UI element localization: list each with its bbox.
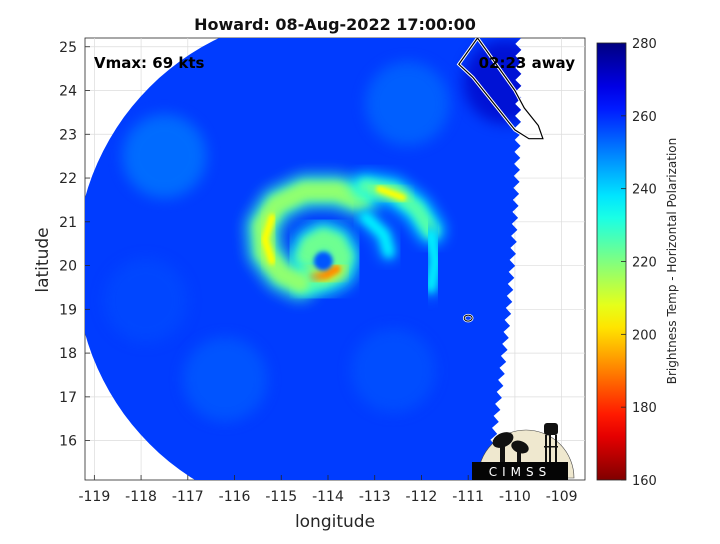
water-tower-icon bbox=[544, 423, 558, 462]
colorbar-tick-label: 160 bbox=[632, 474, 657, 489]
swath-image bbox=[85, 38, 522, 480]
y-tick-label: 22 bbox=[59, 171, 77, 187]
cimss-logo: CIMSS bbox=[472, 423, 575, 480]
logo-text: CIMSS bbox=[489, 465, 552, 479]
swath-texture bbox=[463, 39, 522, 124]
x-tick-label: -116 bbox=[219, 489, 251, 505]
x-tick-label: -109 bbox=[546, 489, 578, 505]
x-axis: -119 -118 -117 -116 -115 -114 -113 -112 -111 -110… bbox=[78, 475, 578, 505]
coastline bbox=[456, 38, 546, 323]
x-tick-label: -110 bbox=[499, 489, 531, 505]
x-tick-label: -118 bbox=[125, 489, 157, 505]
time-away-annotation: 02:23 away bbox=[479, 54, 576, 72]
colorbar-tick-label: 240 bbox=[632, 183, 657, 198]
y-axis: 16 17 18 19 20 21 22 23 24 25 bbox=[59, 40, 90, 450]
x-tick-label: -115 bbox=[265, 489, 297, 505]
feature-band bbox=[261, 213, 276, 265]
x-tick-label: -112 bbox=[406, 489, 438, 505]
colorbar: 160 180 200 220 240 260 280 Brightness Temp - … bbox=[596, 37, 679, 489]
x-tick-label: -119 bbox=[78, 489, 110, 505]
swath-texture bbox=[351, 328, 436, 413]
logo-text-band bbox=[472, 462, 568, 480]
colorbar-tick-label: 220 bbox=[632, 256, 657, 271]
y-tick-label: 19 bbox=[59, 302, 77, 318]
feature-band bbox=[360, 212, 394, 258]
colorbar-ticks: 160 180 200 220 240 260 280 bbox=[621, 37, 657, 489]
storm-eye bbox=[313, 251, 333, 271]
y-tick-label: 23 bbox=[59, 127, 77, 143]
x-tick-label: -111 bbox=[452, 489, 484, 505]
y-tick-label: 21 bbox=[59, 215, 77, 231]
colorbar-tick-label: 280 bbox=[632, 37, 657, 52]
x-axis-label: longitude bbox=[295, 512, 375, 532]
colorbar-label: Brightness Temp - Horizontal Polarizatio… bbox=[665, 138, 679, 385]
y-tick-label: 24 bbox=[59, 84, 77, 100]
y-tick-label: 20 bbox=[59, 259, 77, 275]
x-tick-label: -117 bbox=[172, 489, 204, 505]
colorbar-tick-label: 200 bbox=[632, 328, 657, 343]
island-outline bbox=[463, 314, 473, 322]
colorbar-tick-label: 260 bbox=[632, 110, 657, 125]
swath-texture bbox=[103, 258, 188, 343]
y-tick-label: 25 bbox=[59, 40, 77, 56]
x-tick-label: -113 bbox=[359, 489, 391, 505]
y-tick-label: 18 bbox=[59, 346, 77, 362]
feature-band bbox=[425, 229, 441, 293]
vmax-annotation: Vmax: 69 kts bbox=[94, 54, 204, 72]
coastline-line bbox=[458, 38, 544, 140]
feature-band bbox=[307, 264, 341, 283]
satellite-dish-icon bbox=[492, 432, 529, 462]
x-tick-label: -114 bbox=[312, 489, 344, 505]
chart-title: Howard: 08-Aug-2022 17:00:00 bbox=[194, 15, 476, 34]
swath-texture bbox=[122, 114, 207, 199]
colorbar-tick-label: 180 bbox=[632, 401, 657, 416]
swath-texture bbox=[365, 61, 450, 146]
y-tick-label: 16 bbox=[59, 434, 77, 450]
swath-texture bbox=[183, 337, 268, 422]
y-axis-label: latitude bbox=[33, 227, 53, 292]
feature-band bbox=[376, 185, 407, 201]
y-tick-label: 17 bbox=[59, 390, 77, 406]
